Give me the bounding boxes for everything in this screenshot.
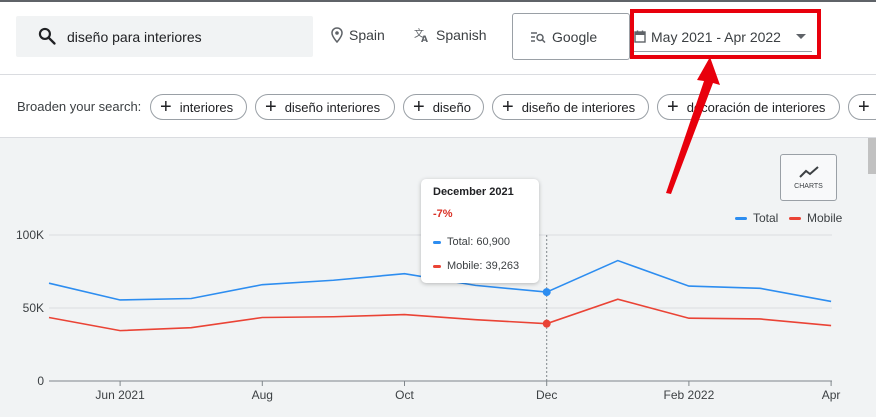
tooltip-title: December 2021: [433, 186, 514, 198]
tooltip-total: Total: 60,900: [447, 236, 510, 248]
trend-line-icon: [798, 166, 819, 178]
search-icon: [38, 27, 56, 45]
legend-total-swatch: [735, 216, 747, 220]
broaden-search-bar: Broaden your search: + interiores + dise…: [0, 75, 876, 138]
search-engine-select[interactable]: Google: [512, 13, 630, 60]
location-pin-icon: [331, 27, 343, 43]
chip-diseno[interactable]: + diseño: [403, 94, 484, 120]
legend-mobile[interactable]: Mobile: [789, 211, 842, 225]
language-label: Spanish: [436, 27, 487, 43]
search-engine-label: Google: [552, 28, 598, 45]
broaden-label: Broaden your search:: [17, 99, 142, 114]
tooltip-mobile-row: Mobile: 39,263: [433, 260, 519, 272]
calendar-icon: [634, 30, 646, 43]
plus-icon: +: [858, 96, 870, 118]
location-filter[interactable]: Spain: [331, 27, 385, 43]
top-bar: diseño para interiores Spain 文 A Spanish…: [0, 0, 876, 75]
chip-label: interiores: [179, 99, 234, 115]
tooltip-total-swatch: [433, 240, 441, 244]
plus-icon: +: [265, 96, 277, 118]
series-line-mobile: [48, 298, 832, 332]
tooltip-change: -7%: [433, 208, 453, 220]
scrollbar[interactable]: [868, 138, 876, 417]
language-filter[interactable]: 文 A Spanish: [414, 27, 487, 43]
tooltip-mobile: Mobile: 39,263: [447, 260, 520, 272]
charts-button[interactable]: CHARTS: [780, 154, 837, 201]
highlight-box: [630, 9, 821, 59]
date-range-select[interactable]: May 2021 - Apr 2022: [634, 22, 812, 52]
x-tick-label: Dec: [536, 388, 557, 402]
chip-interiores[interactable]: + interiores: [150, 94, 247, 120]
plus-icon: +: [413, 96, 425, 118]
search-engine-icon: [531, 31, 546, 43]
legend-total[interactable]: Total: [735, 211, 778, 225]
x-tick-label: Oct: [395, 388, 414, 402]
location-label: Spain: [349, 27, 385, 43]
chip-diseno-de-interiores[interactable]: + diseño de interiores: [492, 94, 649, 120]
data-point-total: [542, 288, 551, 297]
top-border: [0, 0, 876, 2]
legend-mobile-swatch: [789, 216, 801, 220]
x-tick-label: Apr: [822, 388, 841, 402]
tooltip-total-row: Total: 60,900: [433, 236, 510, 248]
translate-icon: 文 A: [414, 27, 428, 43]
chip-decoracion-de-interiores[interactable]: + decoración de interiores: [657, 94, 840, 120]
plus-icon: +: [667, 96, 679, 118]
chip-diseno-interiores[interactable]: + diseño interiores: [255, 94, 395, 120]
chip-label: decoración de interiores: [686, 99, 826, 115]
x-tick-label: Feb 2022: [664, 388, 715, 402]
search-query[interactable]: diseño para interiores: [67, 29, 202, 45]
y-tick-label: 0: [37, 374, 44, 388]
chip-label: diseño de interiores: [521, 99, 636, 115]
x-tick-label: Aug: [252, 388, 273, 402]
charts-button-label: CHARTS: [794, 183, 823, 190]
tooltip-mobile-swatch: [433, 264, 441, 268]
x-tick-label: Jun 2021: [95, 388, 145, 402]
chart-tooltip: December 2021 -7% Total: 60,900 Mobile: …: [421, 179, 539, 283]
y-tick-label: 100K: [16, 228, 44, 242]
date-range-label: May 2021 - Apr 2022: [651, 28, 781, 45]
chip-label: diseño: [432, 99, 471, 115]
plus-icon: +: [160, 96, 172, 118]
legend-mobile-label: Mobile: [807, 211, 843, 225]
chevron-down-icon: [796, 34, 806, 39]
scrollbar-thumb[interactable]: [868, 138, 876, 174]
chip-more[interactable]: +: [848, 94, 876, 120]
y-tick-label: 50K: [23, 301, 44, 315]
legend-total-label: Total: [753, 211, 779, 225]
svg-text:A: A: [421, 35, 428, 43]
search-box[interactable]: diseño para interiores: [16, 16, 313, 57]
chip-label: diseño interiores: [284, 99, 381, 115]
plus-icon: +: [502, 96, 514, 118]
svg-text:文: 文: [414, 27, 424, 40]
data-point-mobile: [542, 319, 551, 328]
